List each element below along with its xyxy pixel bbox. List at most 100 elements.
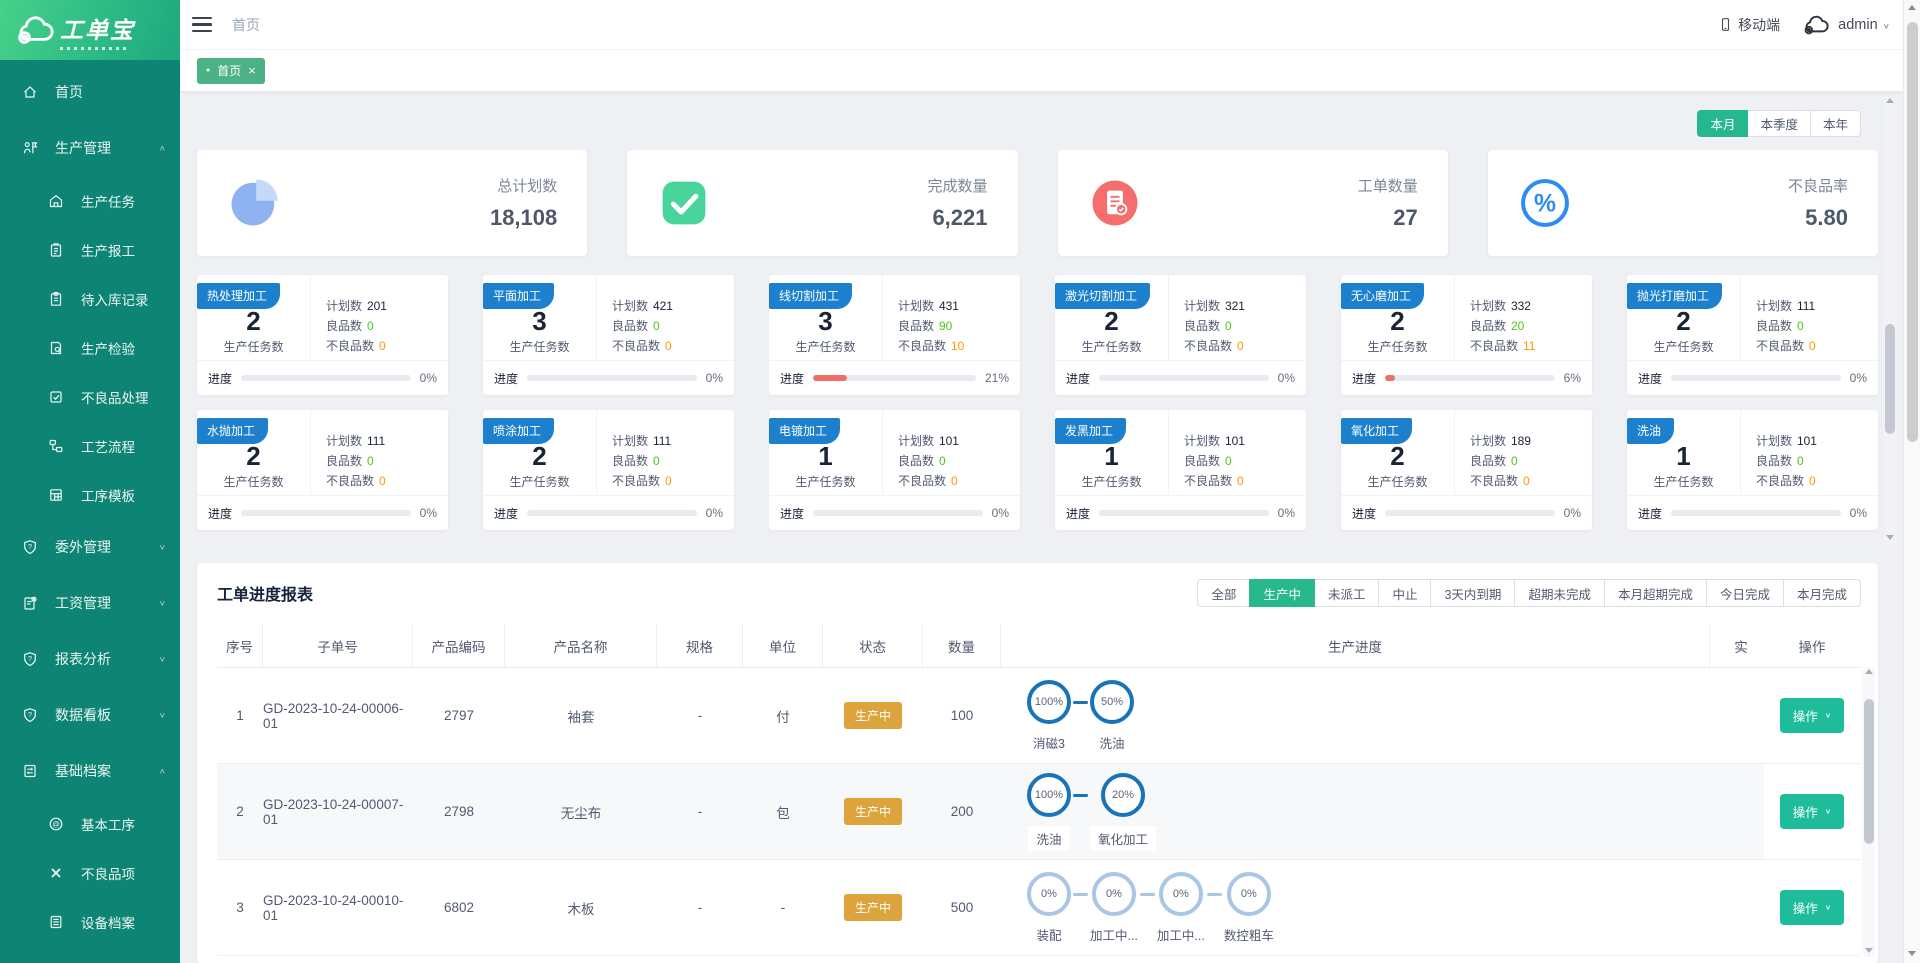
col-product-name: 产品名称 <box>505 624 657 667</box>
filter-suspended[interactable]: 中止 <box>1378 579 1432 607</box>
sidebar-item-basic-process[interactable]: 基本工序 <box>0 799 180 848</box>
scroll-up-icon[interactable] <box>1886 98 1894 103</box>
cloud-avatar-icon[interactable] <box>1802 14 1830 36</box>
filter-overdue-incomplete[interactable]: 超期未完成 <box>1514 579 1605 607</box>
document-search-icon <box>48 340 64 356</box>
breadcrumb[interactable]: 首页 <box>232 16 260 33</box>
chevron-down-icon: ∨ <box>158 598 166 608</box>
step-connector <box>1139 892 1155 896</box>
good-value: 0 <box>1796 454 1804 468</box>
plan-value: 101 <box>1224 434 1245 448</box>
good-value: 0 <box>1224 454 1232 468</box>
table-row: 2 GD-2023-10-24-00007-01 2798 无尘布 - 包 生产… <box>217 764 1777 860</box>
task-count-label: 生产任务数 <box>1367 340 1428 354</box>
caret-down-icon: ∨ <box>1824 807 1832 816</box>
plan-value: 101 <box>938 434 959 448</box>
scroll-down-icon[interactable] <box>1908 951 1916 956</box>
panel-scrollbar[interactable] <box>1884 96 1896 544</box>
clipboard-record-icon <box>48 291 64 307</box>
task-count: 1 <box>1676 441 1691 471</box>
sidebar-item-basic-archives[interactable]: 基础档案 ∧ <box>0 743 180 799</box>
app-logo[interactable]: 工单宝 <box>0 0 180 60</box>
username[interactable]: admin <box>1838 16 1878 33</box>
sidebar-item-data-dashboard[interactable]: 数据看板 ∨ <box>0 687 180 743</box>
scrollbar-thumb[interactable] <box>1885 324 1895 434</box>
period-quarter-button[interactable]: 本季度 <box>1747 110 1811 137</box>
progress-percent: 21% <box>984 371 1009 385</box>
scrollbar-thumb[interactable] <box>1906 22 1918 442</box>
bad-value: 0 <box>664 339 672 353</box>
sidebar-item-process-template[interactable]: 工序模板 <box>0 470 180 519</box>
page-scrollbar[interactable] <box>1903 0 1920 963</box>
col-sub-order: 子单号 <box>263 624 413 667</box>
bad-value: 0 <box>1522 474 1530 488</box>
col-action: 操作 <box>1764 624 1860 668</box>
sidebar-item-report-analysis[interactable]: 报表分析 ∨ <box>0 631 180 687</box>
hamburger-menu-icon[interactable] <box>192 16 212 33</box>
plan-value: 111 <box>366 434 386 448</box>
step-connector <box>1073 892 1088 896</box>
sidebar-item-label: 工资管理 <box>55 595 111 611</box>
stat-card-completed: 完成数量 6,221 <box>627 150 1018 256</box>
row-action-button[interactable]: 操作 ∨ <box>1779 698 1845 733</box>
scroll-down-icon[interactable] <box>1886 535 1894 540</box>
filter-not-dispatched[interactable]: 未派工 <box>1313 579 1380 607</box>
scroll-down-icon[interactable] <box>1864 948 1873 953</box>
process-card-oxidation: 氧化加工 2 生产任务数 计划数 189 良品数 0 不良品数 0 进度 0% <box>1341 410 1592 530</box>
good-value: 0 <box>938 454 946 468</box>
progress-step: 100% 消磁3 <box>1027 679 1071 752</box>
sidebar-item-production-management[interactable]: 生产管理 ∧ <box>0 120 180 176</box>
task-count-label: 生产任务数 <box>795 475 856 489</box>
scroll-up-icon[interactable] <box>1908 5 1916 10</box>
sidebar-item-defect-items[interactable]: 不良品项 <box>0 848 180 897</box>
step-percent-circle: 100% <box>1027 679 1071 724</box>
close-icon[interactable]: × <box>248 63 256 78</box>
bad-value: 0 <box>378 339 386 353</box>
progress-bar <box>813 375 976 381</box>
process-card-heat-treatment: 热处理加工 2 生产任务数 计划数 201 良品数 0 不良品数 0 进度 0% <box>197 275 448 395</box>
row-action-button[interactable]: 操作 ∨ <box>1779 794 1845 829</box>
good-value: 0 <box>652 454 660 468</box>
tab-home[interactable]: ● 首页 × <box>197 57 265 84</box>
bad-value: 0 <box>1808 339 1816 353</box>
caret-down-icon[interactable]: ∨ <box>1882 22 1890 31</box>
period-month-button[interactable]: 本月 <box>1697 110 1749 137</box>
good-value: 0 <box>1796 319 1804 333</box>
sidebar-item-production-report[interactable]: 生产报工 <box>0 225 180 274</box>
sidebar-item-production-task[interactable]: 生产任务 <box>0 176 180 225</box>
filter-completed-month[interactable]: 本月完成 <box>1782 579 1861 607</box>
table-scrollbar[interactable] <box>1862 667 1875 957</box>
filter-completed-today[interactable]: 今日完成 <box>1705 579 1784 607</box>
tab-label: 首页 <box>217 64 242 78</box>
sidebar-item-label: 生产检验 <box>81 341 135 357</box>
scrollbar-thumb[interactable] <box>1863 699 1874 844</box>
sidebar-item-label: 委外管理 <box>55 539 111 555</box>
report-table: 序号 子单号 产品编码 产品名称 规格 单位 状态 数量 生产进度 实 1 GD… <box>217 624 1777 963</box>
sidebar-item-label: 工艺流程 <box>81 439 135 455</box>
period-year-button[interactable]: 本年 <box>1809 110 1861 137</box>
document-gear-icon <box>22 595 38 611</box>
sidebar-item-pending-inbound[interactable]: 待入库记录 <box>0 274 180 323</box>
progress-step: 100% 洗油 <box>1027 772 1071 851</box>
sidebar-item-salary-management[interactable]: 工资管理 ∨ <box>0 575 180 631</box>
sidebar-item-process-flow[interactable]: 工艺流程 <box>0 421 180 470</box>
filter-due-3-days[interactable]: 3天内到期 <box>1430 579 1516 607</box>
progress-step: 50% 洗油 <box>1090 679 1134 752</box>
filter-all[interactable]: 全部 <box>1197 579 1251 607</box>
sidebar-item-equipment-archives[interactable]: 设备档案 <box>0 897 180 946</box>
sidebar-item-defect-handling[interactable]: 不良品处理 <box>0 372 180 421</box>
progress-percent: 0% <box>1563 506 1581 520</box>
scroll-up-icon[interactable] <box>1864 669 1873 674</box>
pinned-action-column: 操作 操作 ∨ 操作 ∨ 操作 ∨ <box>1764 624 1860 963</box>
progress-percent: 0% <box>1277 506 1295 520</box>
worker-icon <box>22 140 38 156</box>
sidebar-item-outsourcing-management[interactable]: 委外管理 ∨ <box>0 519 180 575</box>
filter-in-production[interactable]: 生产中 <box>1249 579 1315 607</box>
filter-month-overdue-complete[interactable]: 本月超期完成 <box>1603 579 1707 607</box>
sidebar-item-production-inspection[interactable]: 生产检验 <box>0 323 180 372</box>
row-action-button[interactable]: 操作 ∨ <box>1779 890 1845 925</box>
mobile-link[interactable]: 移动端 <box>1738 16 1781 33</box>
sidebar-item-home[interactable]: 首页 <box>0 64 180 120</box>
sidebar-item-label: 首页 <box>55 84 83 100</box>
